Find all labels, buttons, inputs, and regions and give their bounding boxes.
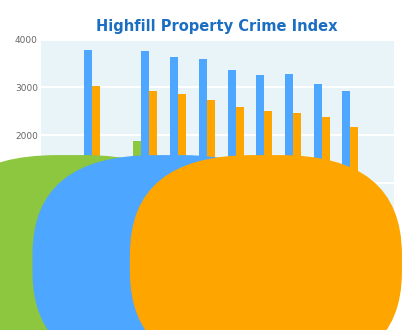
Bar: [247, 223, 256, 231]
Bar: [170, 57, 178, 231]
Bar: [341, 91, 350, 231]
Bar: [141, 51, 149, 231]
Bar: [76, 194, 84, 231]
Bar: [92, 85, 100, 231]
Bar: [219, 223, 227, 231]
Bar: [235, 107, 243, 231]
Bar: [350, 127, 358, 231]
Bar: [190, 177, 198, 231]
Bar: [84, 50, 92, 231]
Text: Arkansas: Arkansas: [184, 257, 238, 270]
Bar: [313, 83, 321, 231]
Bar: [198, 59, 207, 231]
Bar: [227, 70, 235, 231]
Text: Highfill: Highfill: [87, 257, 128, 270]
Bar: [162, 176, 170, 231]
Text: National: National: [281, 257, 331, 270]
Bar: [256, 75, 264, 231]
Bar: [264, 111, 272, 231]
Text: © 2025 CityRating.com - https://www.cityrating.com/crime-statistics/: © 2025 CityRating.com - https://www.city…: [58, 315, 347, 324]
Bar: [178, 94, 186, 231]
Title: Highfill Property Crime Index: Highfill Property Crime Index: [96, 19, 337, 34]
Bar: [276, 208, 284, 231]
Bar: [133, 141, 141, 231]
Bar: [292, 113, 301, 231]
Bar: [284, 74, 292, 231]
Bar: [207, 100, 214, 231]
Bar: [321, 117, 329, 231]
Text: Crime Index corresponds to incidents per 100,000 inhabitants: Crime Index corresponds to incidents per…: [48, 287, 357, 297]
Bar: [305, 215, 313, 231]
Bar: [149, 91, 157, 231]
